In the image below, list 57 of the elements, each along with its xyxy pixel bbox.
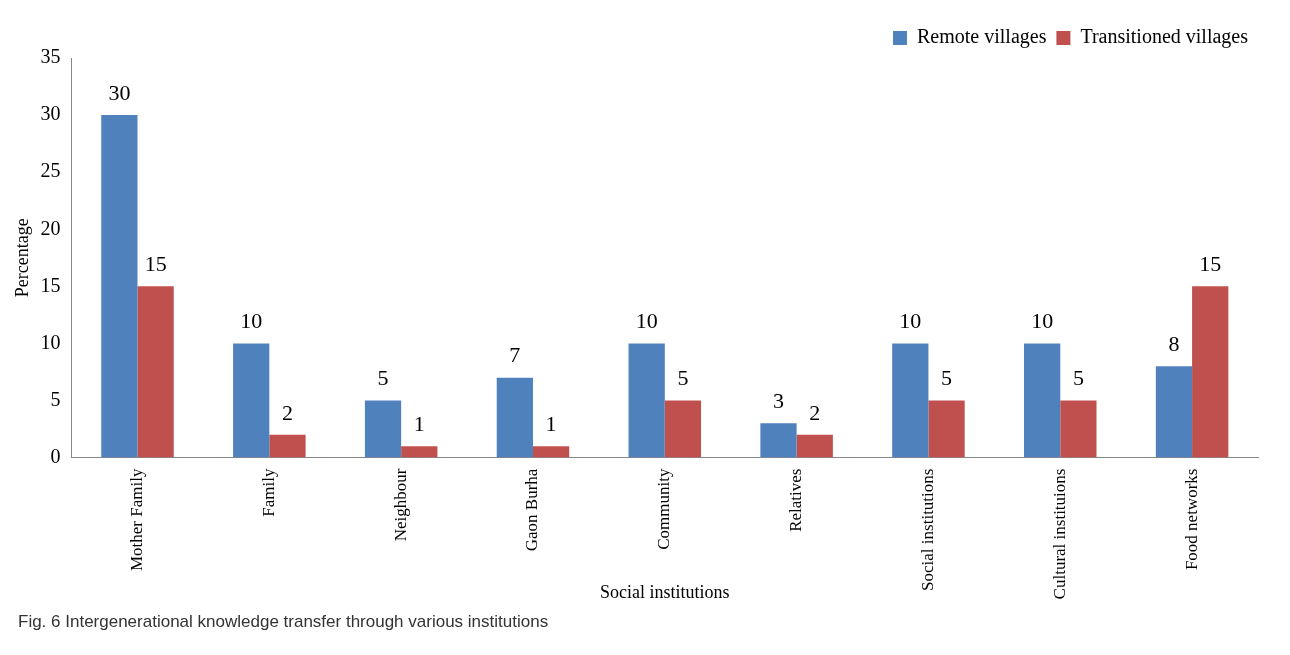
- bar: [364, 400, 402, 458]
- y-tick-label: 25: [40, 159, 61, 182]
- x-tick-label: Mother Family: [126, 468, 146, 572]
- x-tick-label: Cultural instituions: [1049, 468, 1069, 600]
- x-tick-label: Gaon Burha: [522, 468, 542, 552]
- x-tick-label: Family: [258, 468, 278, 517]
- y-tick-label: 5: [50, 387, 61, 410]
- x-tick-label: Relatives: [786, 468, 806, 532]
- data-label: 2: [281, 399, 293, 425]
- y-tick-label: 15: [40, 273, 61, 296]
- bar: [1024, 343, 1061, 458]
- data-label: 10: [1031, 308, 1054, 334]
- bar: [101, 115, 138, 458]
- data-label: 8: [1168, 331, 1180, 357]
- data-label: 5: [1072, 365, 1084, 391]
- bar: [401, 446, 438, 458]
- bar: [928, 400, 965, 458]
- legend-label: Transitioned villages: [1080, 25, 1249, 49]
- y-axis-title: Percentage: [11, 218, 32, 298]
- y-tick-label: 30: [40, 102, 61, 125]
- y-tick-label: 20: [40, 216, 61, 239]
- legend-label: Remote villages: [917, 25, 1047, 49]
- y-tick-label: 10: [40, 330, 61, 353]
- data-label: 10: [635, 308, 658, 334]
- data-label: 1: [545, 410, 557, 436]
- x-tick-label: Neighbour: [390, 468, 410, 542]
- bar: [796, 434, 833, 458]
- x-tick-label: Social institutions: [917, 468, 937, 591]
- data-label: 5: [377, 365, 389, 391]
- bar: [664, 400, 702, 458]
- y-tick-label: 0: [50, 444, 61, 467]
- data-label: 10: [240, 308, 263, 334]
- bar: [628, 343, 665, 458]
- bar: [1192, 286, 1229, 458]
- data-label: 5: [677, 365, 689, 391]
- data-label: 30: [108, 79, 131, 105]
- bar: [760, 423, 797, 458]
- data-label: 10: [899, 308, 922, 334]
- data-label: 15: [1199, 251, 1222, 277]
- caption: Fig. 6 Intergenerational knowledge transfer through various institutions: [17, 611, 550, 633]
- data-label: 2: [809, 399, 821, 425]
- data-label: 3: [773, 388, 784, 414]
- bar: [137, 286, 174, 458]
- bar: [269, 434, 306, 458]
- x-tick-label: Food networks: [1181, 468, 1201, 571]
- data-label: 15: [144, 251, 167, 277]
- bar: [496, 377, 533, 458]
- data-label: 5: [941, 365, 953, 391]
- bar: [233, 343, 270, 458]
- bar: [1155, 366, 1193, 458]
- bar: [892, 343, 929, 458]
- data-label: 7: [509, 342, 521, 368]
- x-tick-label: Community: [654, 468, 674, 550]
- bar: [1060, 400, 1097, 458]
- y-tick-label: 35: [40, 45, 61, 68]
- data-label: 1: [413, 410, 425, 436]
- bar: [532, 446, 570, 458]
